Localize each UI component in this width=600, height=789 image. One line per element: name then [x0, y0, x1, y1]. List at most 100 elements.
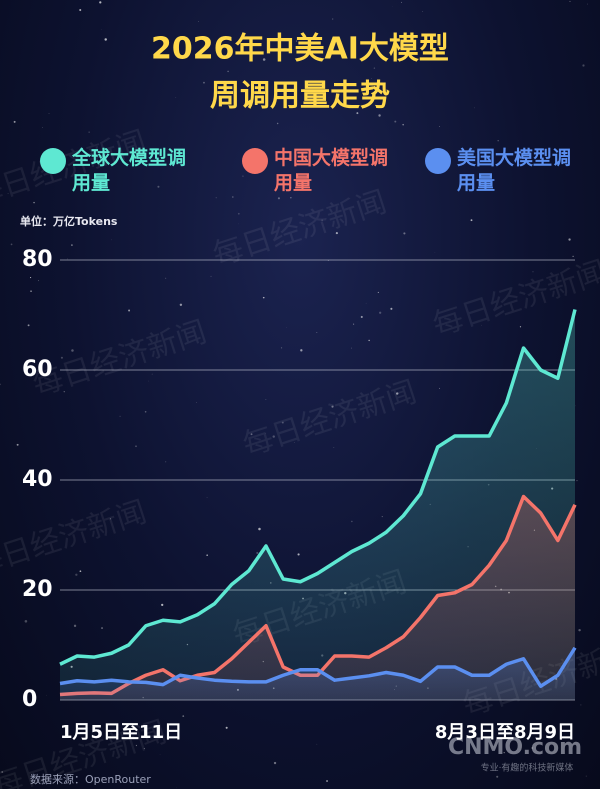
- star: [393, 59, 396, 62]
- watermark: 每日经济新闻: [0, 495, 151, 584]
- star: [277, 197, 280, 200]
- star: [377, 291, 379, 293]
- y-tick-label: 40: [22, 467, 53, 492]
- y-tick-label: 60: [22, 357, 53, 382]
- star: [402, 123, 404, 126]
- star: [332, 18, 334, 20]
- star: [79, 570, 82, 573]
- star: [135, 445, 137, 448]
- star: [439, 126, 441, 127]
- star: [63, 391, 65, 393]
- star: [27, 324, 30, 327]
- logo: CNMO.com: [448, 735, 582, 760]
- legend-label: 全球大模型调用量: [72, 147, 187, 194]
- star: [403, 232, 406, 235]
- star: [179, 303, 183, 306]
- star: [401, 1, 402, 3]
- legend-marker: [425, 148, 451, 174]
- legend-label: 中国大模型调用量: [274, 147, 389, 194]
- star: [422, 11, 424, 12]
- star: [157, 185, 160, 188]
- legend-item: 中国大模型调用量: [242, 146, 390, 196]
- star: [237, 212, 240, 215]
- star: [394, 120, 397, 123]
- legend-item: 美国大模型调用量: [425, 146, 573, 196]
- star: [396, 392, 399, 395]
- star: [99, 1, 102, 4]
- star: [210, 275, 212, 277]
- star: [225, 726, 228, 729]
- star: [151, 373, 153, 375]
- star: [135, 744, 138, 747]
- star: [232, 196, 234, 198]
- star: [143, 748, 145, 750]
- star: [351, 520, 353, 523]
- chart-title: 周调用量走势: [210, 79, 390, 114]
- star: [276, 122, 279, 125]
- star: [473, 107, 475, 109]
- star: [273, 761, 277, 765]
- y-tick-label: 0: [22, 687, 37, 712]
- star: [572, 255, 574, 258]
- star: [165, 277, 167, 279]
- star: [568, 238, 571, 241]
- star: [1, 771, 4, 773]
- line: [59, 646, 577, 688]
- star: [7, 193, 9, 194]
- star: [100, 29, 102, 30]
- star: [578, 628, 581, 632]
- star: [532, 271, 534, 273]
- area: [60, 496, 575, 700]
- star: [71, 244, 73, 246]
- star: [585, 775, 587, 777]
- star: [335, 231, 338, 235]
- chart-title: 2026年中美AI大模型: [151, 32, 449, 67]
- star: [297, 553, 300, 556]
- star: [227, 70, 229, 73]
- star: [250, 433, 253, 436]
- watermark: 每日经济新闻: [29, 315, 211, 404]
- legend-label: 美国大模型调用量: [457, 147, 572, 194]
- star: [161, 603, 164, 607]
- star: [390, 307, 393, 310]
- star: [569, 0, 571, 2]
- star: [0, 383, 1, 386]
- star: [321, 219, 323, 221]
- star: [104, 38, 107, 41]
- star: [272, 435, 275, 438]
- star: [496, 775, 499, 778]
- star: [373, 67, 376, 69]
- star: [46, 694, 47, 696]
- star: [360, 315, 363, 319]
- star: [368, 339, 370, 342]
- star: [371, 78, 373, 79]
- star: [351, 347, 352, 349]
- star: [290, 197, 292, 199]
- star: [73, 624, 77, 628]
- star: [128, 309, 131, 312]
- star: [281, 421, 284, 424]
- star: [333, 447, 335, 448]
- star: [326, 780, 328, 782]
- star: [531, 747, 533, 749]
- star: [481, 324, 482, 326]
- star: [262, 58, 266, 61]
- star: [182, 715, 185, 718]
- star: [258, 527, 261, 531]
- star: [101, 776, 103, 779]
- star: [365, 302, 367, 304]
- star: [30, 276, 32, 279]
- star: [316, 332, 318, 333]
- star: [265, 399, 267, 400]
- star: [215, 197, 217, 199]
- legend-marker: [40, 148, 66, 174]
- star: [587, 3, 588, 5]
- star: [71, 349, 74, 352]
- star: [10, 243, 13, 246]
- star: [203, 81, 205, 84]
- star: [381, 516, 383, 518]
- star: [262, 296, 265, 299]
- star: [16, 443, 19, 446]
- star: [280, 347, 283, 349]
- unit-label: 单位：万亿Tokens: [20, 214, 118, 228]
